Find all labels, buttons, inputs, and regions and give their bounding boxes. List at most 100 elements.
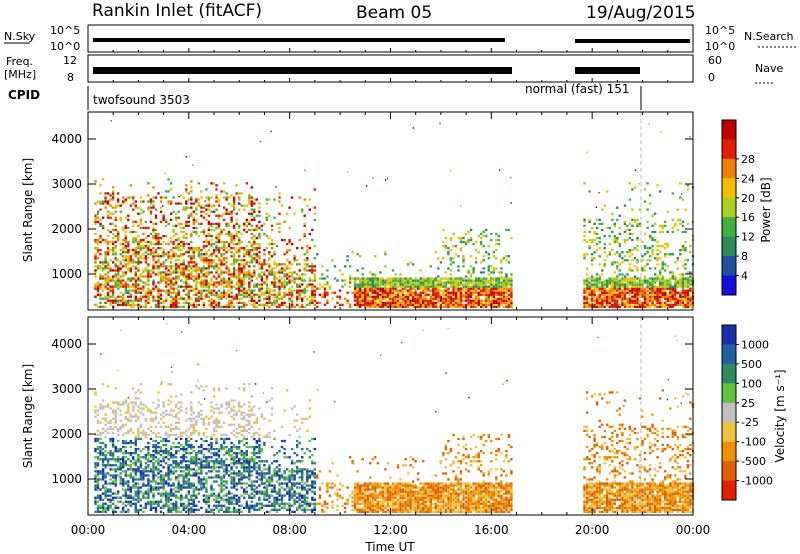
heatmap-cell	[99, 202, 102, 205]
heatmap-cell	[414, 295, 417, 298]
heatmap-cell	[129, 494, 132, 497]
heatmap-cell	[142, 492, 145, 495]
heatmap-cell	[628, 291, 632, 294]
heatmap-cell	[293, 305, 296, 308]
heatmap-cell	[187, 275, 190, 278]
heatmap-cell	[220, 283, 223, 286]
heatmap-cell	[152, 494, 155, 497]
heatmap-cell	[104, 482, 107, 485]
heatmap-cell	[598, 236, 601, 240]
heatmap-cell	[177, 289, 180, 292]
heatmap-cell	[603, 279, 606, 282]
heatmap-cell	[162, 299, 165, 302]
heatmap-cell	[205, 271, 208, 274]
heatmap-cell	[139, 200, 143, 203]
heatmap-cell	[321, 293, 324, 296]
heatmap-cell	[195, 279, 198, 282]
heatmap-cell	[621, 301, 624, 304]
heatmap-cell	[134, 452, 137, 455]
heatmap-cell	[379, 301, 382, 304]
heatmap-cell	[190, 265, 193, 268]
heatmap-cell	[601, 301, 604, 304]
heatmap-cell	[134, 206, 137, 209]
heatmap-cell	[230, 234, 233, 238]
heatmap-cell	[485, 305, 488, 308]
heatmap-cell	[689, 297, 692, 300]
heatmap-cell	[613, 291, 616, 294]
heatmap-cell	[452, 293, 455, 296]
heatmap-cell	[613, 293, 616, 296]
heatmap-cell	[177, 236, 180, 240]
heatmap-cell	[623, 275, 627, 278]
heatmap-cell	[648, 293, 652, 296]
heatmap-cell	[472, 271, 475, 274]
heatmap-cell	[195, 299, 198, 302]
heatmap-cell	[646, 220, 649, 223]
heatmap-cell	[134, 279, 137, 282]
heatmap-cell	[106, 427, 110, 430]
heatmap-cell	[210, 265, 213, 268]
heatmap-cell	[152, 486, 155, 489]
heatmap-cell	[588, 305, 591, 308]
heatmap-cell	[139, 220, 143, 223]
heatmap-cell	[106, 291, 110, 294]
heatmap-cell	[492, 291, 495, 294]
heatmap-cell	[386, 289, 390, 292]
heatmap-cell	[157, 468, 160, 471]
heatmap-cell	[399, 279, 402, 282]
heatmap-cell	[122, 462, 125, 465]
heatmap-cell	[217, 204, 221, 207]
heatmap-cell	[318, 283, 322, 286]
heatmap-cell	[366, 285, 369, 288]
heatmap-cell	[154, 500, 158, 503]
heatmap-cell	[225, 196, 228, 199]
heatmap-cell	[154, 488, 158, 491]
heatmap-cell	[200, 253, 203, 256]
heatmap-cell	[303, 279, 306, 282]
heatmap-cell	[417, 279, 420, 282]
heatmap-cell	[210, 234, 213, 238]
heatmap-cell	[154, 255, 158, 258]
heatmap-cell	[588, 293, 591, 296]
heatmap-cell	[676, 257, 679, 260]
heatmap-cell	[409, 277, 412, 280]
heatmap-cell	[507, 228, 511, 232]
heatmap-cell	[401, 285, 405, 288]
heatmap-cell	[590, 226, 594, 230]
heatmap-cell	[278, 222, 281, 225]
heatmap-cell	[164, 496, 168, 499]
heatmap-cell	[96, 251, 100, 254]
heatmap-cell	[606, 281, 609, 284]
heatmap-cell	[490, 289, 493, 292]
heatmap-cell	[248, 299, 251, 302]
heatmap-cell	[124, 303, 127, 306]
heatmap-cell	[142, 468, 145, 471]
heatmap-cell	[399, 273, 402, 276]
heatmap-cell	[268, 269, 271, 272]
heatmap-cell	[613, 299, 616, 302]
heatmap-cell	[127, 419, 130, 422]
heatmap-cell	[681, 289, 685, 292]
heatmap-cell	[152, 500, 155, 503]
heatmap-cell	[459, 301, 463, 304]
heatmap-cell	[406, 289, 410, 292]
heatmap-cell	[399, 291, 402, 294]
heatmap-cell	[351, 251, 354, 254]
heatmap-cell	[235, 297, 238, 300]
heatmap-cell	[154, 273, 158, 276]
heatmap-cell	[603, 265, 606, 268]
heatmap-cell	[480, 303, 483, 306]
heatmap-cell	[117, 427, 120, 430]
heatmap-cell	[296, 247, 299, 250]
heatmap-cell	[117, 238, 120, 242]
heatmap-cell	[626, 259, 629, 262]
heatmap-cell	[137, 389, 140, 392]
heatmap-cell	[147, 182, 150, 185]
heatmap-cell	[333, 305, 337, 308]
heatmap-cell	[631, 291, 634, 294]
heatmap-cell	[391, 281, 395, 284]
nsearch-label: N.Search	[744, 30, 794, 43]
heatmap-cell	[495, 277, 498, 280]
heatmap-cell	[449, 257, 453, 260]
heatmap-cell	[139, 212, 143, 215]
